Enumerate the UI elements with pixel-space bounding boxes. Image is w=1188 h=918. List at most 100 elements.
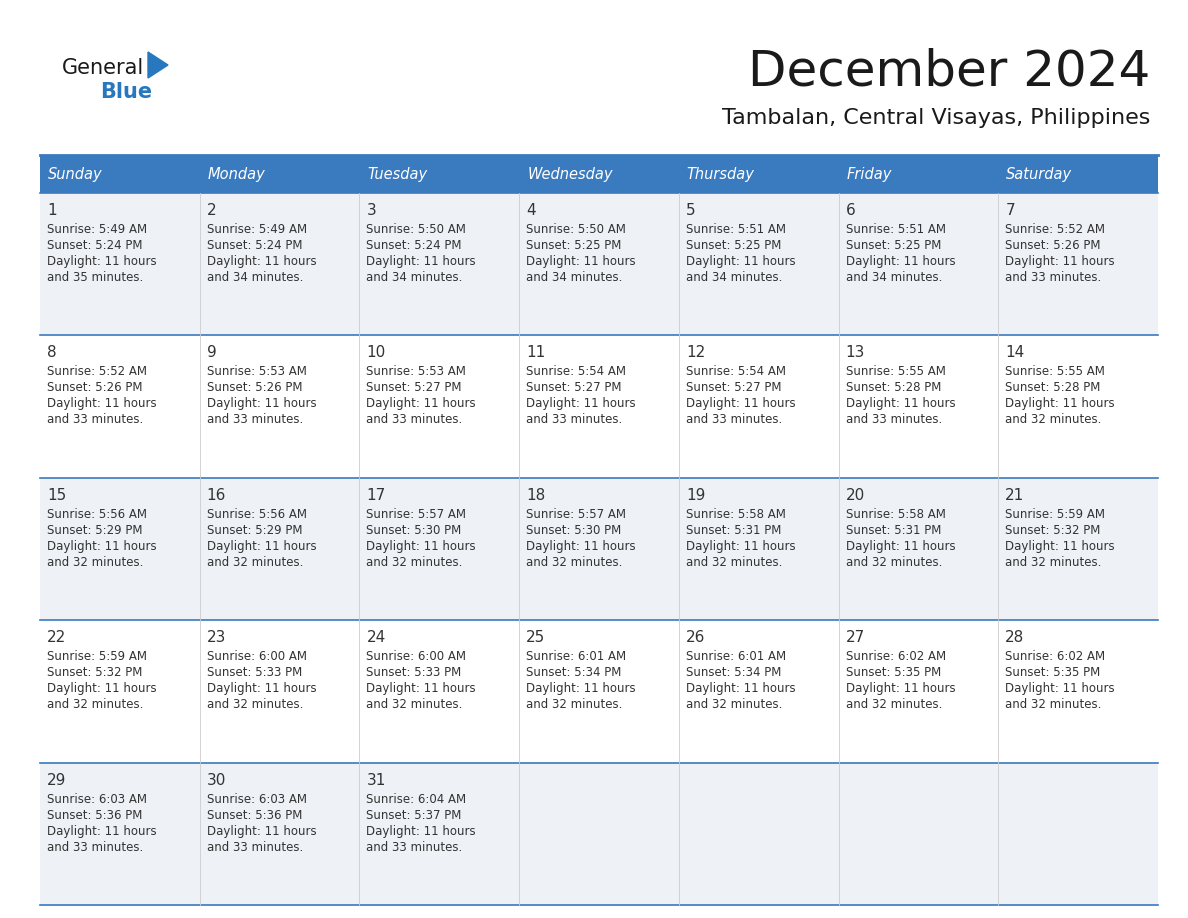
Bar — [839, 335, 998, 477]
Text: 21: 21 — [1005, 487, 1024, 503]
Text: Sunrise: 5:59 AM: Sunrise: 5:59 AM — [48, 650, 147, 663]
Text: Monday: Monday — [208, 166, 265, 182]
Text: Daylight: 11 hours: Daylight: 11 hours — [48, 397, 157, 410]
Text: Sunset: 5:26 PM: Sunset: 5:26 PM — [207, 381, 302, 395]
Text: Daylight: 11 hours: Daylight: 11 hours — [207, 682, 316, 695]
Text: 10: 10 — [366, 345, 386, 361]
Text: 16: 16 — [207, 487, 226, 503]
Text: Sunset: 5:24 PM: Sunset: 5:24 PM — [366, 239, 462, 252]
Text: Sunrise: 6:00 AM: Sunrise: 6:00 AM — [366, 650, 467, 663]
Text: Blue: Blue — [100, 82, 152, 102]
Text: December 2024: December 2024 — [747, 48, 1150, 96]
Text: 30: 30 — [207, 773, 226, 788]
Text: 1: 1 — [48, 203, 57, 218]
Text: and 32 minutes.: and 32 minutes. — [846, 699, 942, 711]
Bar — [678, 621, 839, 763]
Text: 27: 27 — [846, 630, 865, 645]
Text: and 32 minutes.: and 32 minutes. — [366, 699, 463, 711]
Bar — [519, 477, 678, 621]
Text: Sunrise: 5:53 AM: Sunrise: 5:53 AM — [207, 365, 307, 378]
Bar — [40, 763, 200, 905]
Text: 28: 28 — [1005, 630, 1024, 645]
Text: and 32 minutes.: and 32 minutes. — [207, 699, 303, 711]
Text: 4: 4 — [526, 203, 536, 218]
Text: 26: 26 — [685, 630, 706, 645]
Bar — [678, 335, 839, 477]
Text: Daylight: 11 hours: Daylight: 11 hours — [846, 682, 955, 695]
Text: Saturday: Saturday — [1006, 166, 1073, 182]
Text: Sunrise: 6:03 AM: Sunrise: 6:03 AM — [48, 792, 147, 806]
Text: Daylight: 11 hours: Daylight: 11 hours — [366, 824, 476, 837]
Bar — [40, 621, 200, 763]
Text: and 34 minutes.: and 34 minutes. — [685, 271, 782, 284]
Text: Sunrise: 6:02 AM: Sunrise: 6:02 AM — [1005, 650, 1105, 663]
Bar — [40, 477, 200, 621]
Text: Sunset: 5:27 PM: Sunset: 5:27 PM — [366, 381, 462, 395]
Text: Sunrise: 5:58 AM: Sunrise: 5:58 AM — [685, 508, 785, 521]
Text: and 35 minutes.: and 35 minutes. — [48, 271, 144, 284]
Bar — [40, 155, 200, 193]
Text: 15: 15 — [48, 487, 67, 503]
Text: 14: 14 — [1005, 345, 1024, 361]
Bar — [519, 193, 678, 335]
Text: Sunrise: 5:52 AM: Sunrise: 5:52 AM — [1005, 223, 1105, 236]
Text: Daylight: 11 hours: Daylight: 11 hours — [207, 824, 316, 837]
Text: 7: 7 — [1005, 203, 1015, 218]
Bar — [200, 477, 360, 621]
Bar — [40, 335, 200, 477]
Text: 18: 18 — [526, 487, 545, 503]
Text: 31: 31 — [366, 773, 386, 788]
Text: Sunset: 5:28 PM: Sunset: 5:28 PM — [846, 381, 941, 395]
Text: and 33 minutes.: and 33 minutes. — [1005, 271, 1101, 284]
Text: and 32 minutes.: and 32 minutes. — [685, 699, 782, 711]
Bar — [839, 193, 998, 335]
Bar — [678, 763, 839, 905]
Text: and 33 minutes.: and 33 minutes. — [48, 413, 144, 426]
Text: Daylight: 11 hours: Daylight: 11 hours — [1005, 397, 1114, 410]
Text: Sunset: 5:25 PM: Sunset: 5:25 PM — [685, 239, 782, 252]
Text: and 33 minutes.: and 33 minutes. — [207, 413, 303, 426]
Text: Sunrise: 5:55 AM: Sunrise: 5:55 AM — [846, 365, 946, 378]
Text: and 32 minutes.: and 32 minutes. — [685, 555, 782, 569]
Bar — [200, 621, 360, 763]
Text: 17: 17 — [366, 487, 386, 503]
Bar — [839, 477, 998, 621]
Text: Friday: Friday — [847, 166, 892, 182]
Text: Sunrise: 5:50 AM: Sunrise: 5:50 AM — [366, 223, 467, 236]
Text: Daylight: 11 hours: Daylight: 11 hours — [1005, 682, 1114, 695]
Text: Sunrise: 5:49 AM: Sunrise: 5:49 AM — [48, 223, 147, 236]
Text: Daylight: 11 hours: Daylight: 11 hours — [685, 397, 796, 410]
Text: Sunrise: 6:01 AM: Sunrise: 6:01 AM — [685, 650, 786, 663]
Bar — [519, 763, 678, 905]
Text: and 33 minutes.: and 33 minutes. — [526, 413, 623, 426]
Text: Sunset: 5:34 PM: Sunset: 5:34 PM — [685, 666, 782, 679]
Text: Sunset: 5:35 PM: Sunset: 5:35 PM — [1005, 666, 1100, 679]
Text: Wednesday: Wednesday — [527, 166, 613, 182]
Text: Sunrise: 5:56 AM: Sunrise: 5:56 AM — [207, 508, 307, 521]
Bar — [998, 763, 1158, 905]
Text: Daylight: 11 hours: Daylight: 11 hours — [1005, 540, 1114, 553]
Text: Sunset: 5:33 PM: Sunset: 5:33 PM — [366, 666, 462, 679]
Text: Sunrise: 5:58 AM: Sunrise: 5:58 AM — [846, 508, 946, 521]
Text: Sunrise: 5:54 AM: Sunrise: 5:54 AM — [685, 365, 785, 378]
Bar — [998, 477, 1158, 621]
Text: Sunset: 5:32 PM: Sunset: 5:32 PM — [1005, 524, 1100, 537]
Text: 3: 3 — [366, 203, 377, 218]
Bar — [40, 193, 200, 335]
Bar — [360, 621, 519, 763]
Text: Tambalan, Central Visayas, Philippines: Tambalan, Central Visayas, Philippines — [721, 108, 1150, 128]
Text: Sunrise: 5:56 AM: Sunrise: 5:56 AM — [48, 508, 147, 521]
Text: and 32 minutes.: and 32 minutes. — [366, 555, 463, 569]
Bar — [200, 193, 360, 335]
Text: Sunrise: 5:55 AM: Sunrise: 5:55 AM — [1005, 365, 1105, 378]
Text: Daylight: 11 hours: Daylight: 11 hours — [1005, 255, 1114, 268]
Text: and 32 minutes.: and 32 minutes. — [1005, 699, 1101, 711]
Text: Daylight: 11 hours: Daylight: 11 hours — [846, 540, 955, 553]
Text: Sunset: 5:30 PM: Sunset: 5:30 PM — [526, 524, 621, 537]
Text: Daylight: 11 hours: Daylight: 11 hours — [48, 824, 157, 837]
Text: Sunset: 5:29 PM: Sunset: 5:29 PM — [207, 524, 302, 537]
Text: Sunday: Sunday — [48, 166, 102, 182]
Text: Sunrise: 5:52 AM: Sunrise: 5:52 AM — [48, 365, 147, 378]
Text: Sunset: 5:24 PM: Sunset: 5:24 PM — [207, 239, 302, 252]
Polygon shape — [148, 52, 168, 78]
